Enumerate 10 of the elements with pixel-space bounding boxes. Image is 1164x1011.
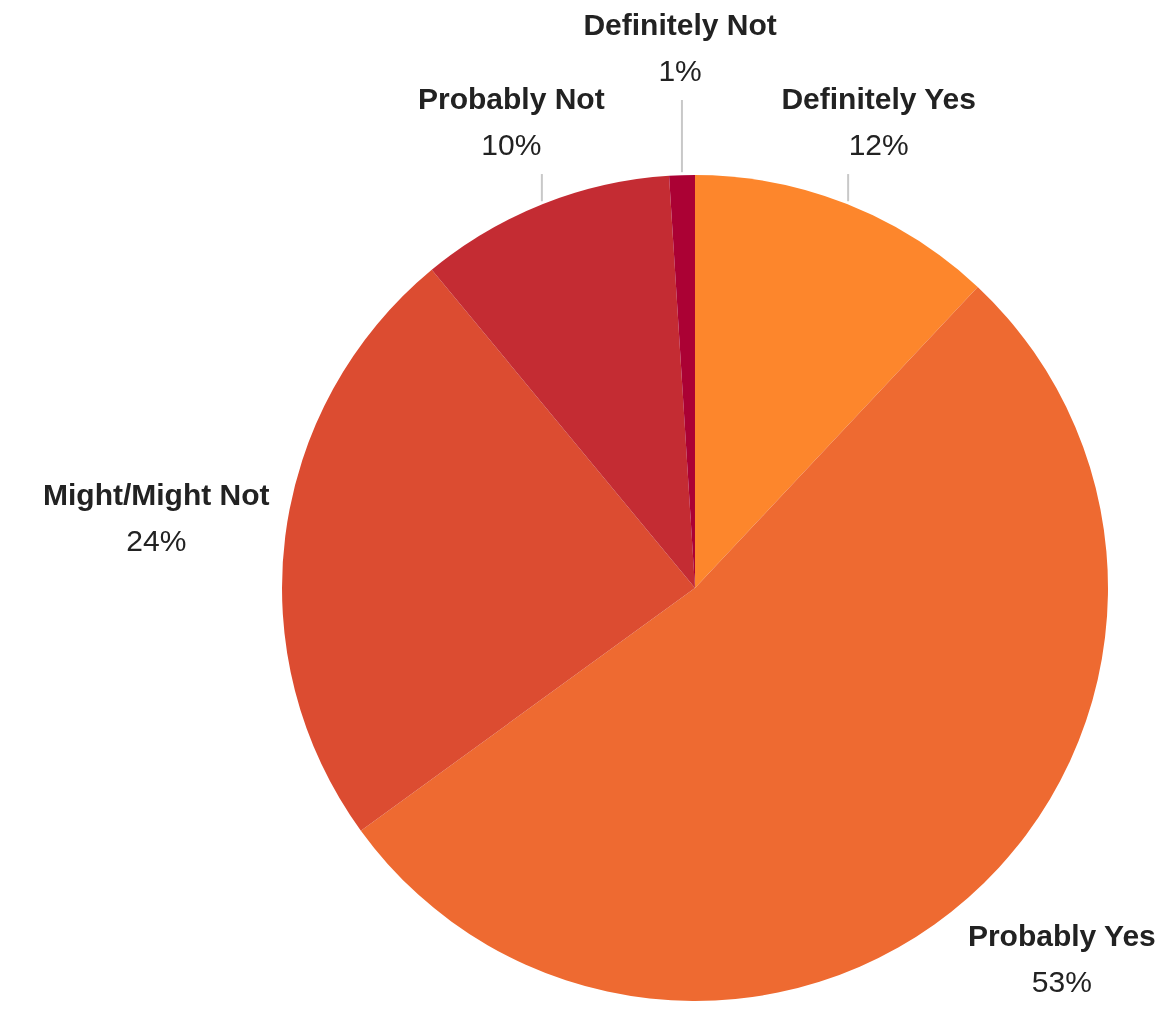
data-label: 12% — [848, 128, 909, 162]
slice-label: Probably Yes — [967, 919, 1156, 953]
slice-label: Definitely Yes — [781, 82, 976, 116]
slice-label: Might/Might Not — [42, 478, 270, 512]
slice-label: Probably Not — [417, 82, 605, 116]
data-label: 1% — [658, 54, 702, 88]
data-label: 10% — [481, 128, 542, 162]
data-label: 53% — [1031, 965, 1092, 999]
slice-label: Definitely Not — [583, 8, 777, 42]
data-label: 24% — [126, 524, 187, 558]
